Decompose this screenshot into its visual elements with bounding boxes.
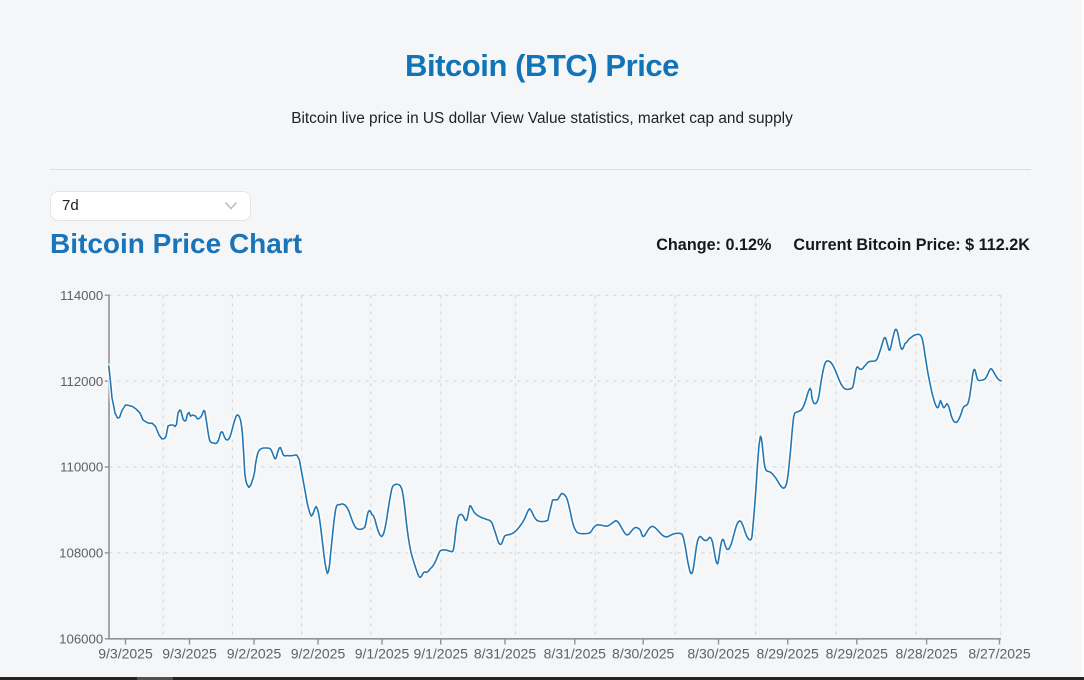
- svg-text:8/29/2025: 8/29/2025: [757, 645, 819, 661]
- svg-text:9/3/2025: 9/3/2025: [162, 645, 217, 661]
- svg-text:8/31/2025: 8/31/2025: [474, 645, 536, 661]
- svg-text:108000: 108000: [59, 546, 103, 561]
- svg-text:8/30/2025: 8/30/2025: [687, 645, 749, 661]
- svg-text:8/29/2025: 8/29/2025: [826, 645, 888, 661]
- svg-text:9/1/2025: 9/1/2025: [355, 645, 410, 661]
- svg-text:9/2/2025: 9/2/2025: [227, 645, 282, 661]
- svg-text:106000: 106000: [59, 632, 103, 647]
- svg-text:9/3/2025: 9/3/2025: [98, 645, 153, 661]
- svg-text:110000: 110000: [60, 460, 103, 475]
- svg-text:8/28/2025: 8/28/2025: [895, 645, 957, 661]
- svg-text:8/30/2025: 8/30/2025: [612, 645, 674, 661]
- svg-text:112000: 112000: [60, 374, 103, 389]
- svg-text:114000: 114000: [60, 288, 103, 303]
- svg-text:9/2/2025: 9/2/2025: [291, 645, 346, 661]
- svg-text:9/1/2025: 9/1/2025: [413, 645, 468, 661]
- svg-text:8/27/2025: 8/27/2025: [968, 645, 1030, 661]
- svg-text:8/31/2025: 8/31/2025: [544, 645, 606, 661]
